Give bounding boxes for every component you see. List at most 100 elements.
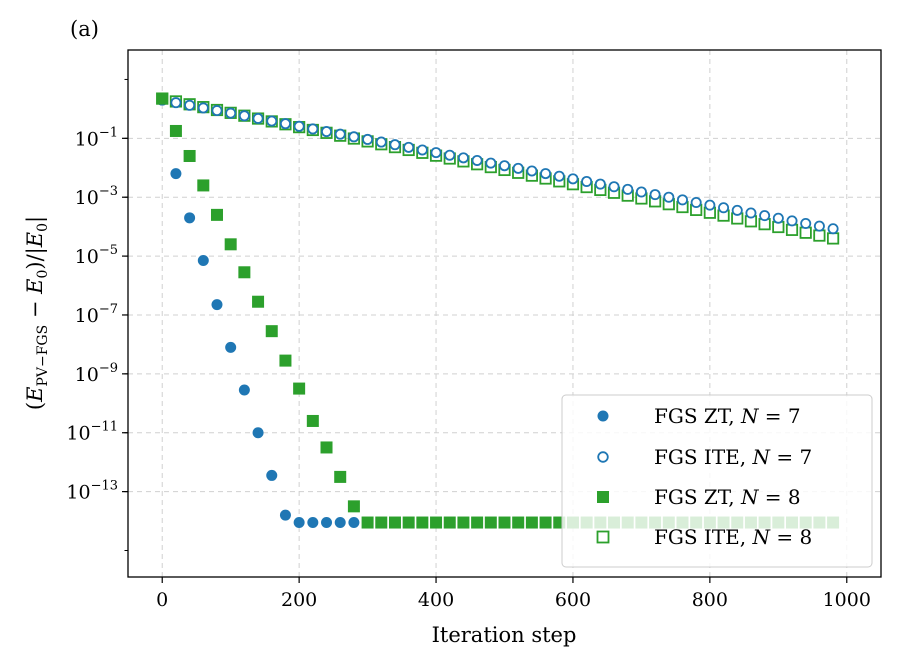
data-point [293, 517, 305, 529]
data-point [403, 141, 415, 153]
data-point [334, 128, 346, 140]
data-point [512, 516, 525, 529]
data-point [581, 175, 593, 187]
data-point [197, 179, 210, 192]
data-point [704, 199, 716, 211]
data-point [225, 341, 237, 353]
data-point [307, 123, 319, 135]
data-point [334, 470, 347, 483]
data-point [347, 500, 360, 513]
data-point [266, 469, 278, 481]
x-tick-label: 800 [692, 589, 728, 611]
data-point [813, 220, 825, 232]
data-point [622, 183, 634, 195]
data-point [553, 170, 565, 182]
y-tick-label: 10−7 [75, 302, 118, 327]
y-tick-label: 10−1 [75, 125, 118, 150]
data-point [320, 441, 333, 454]
data-point [197, 102, 209, 114]
y-tick-label: 10−5 [75, 243, 118, 268]
data-point [183, 149, 196, 162]
y-tick-label: 10−13 [66, 479, 118, 504]
data-point [471, 516, 484, 529]
data-point [197, 255, 209, 267]
data-point [306, 414, 319, 427]
data-point [526, 165, 538, 177]
data-point [799, 226, 812, 239]
x-tick-label: 1000 [823, 589, 871, 611]
legend-marker-ite-n8 [596, 530, 610, 544]
data-point [388, 516, 401, 529]
data-point [225, 107, 237, 119]
panel-label: (a) [70, 17, 99, 41]
grid-lines [128, 50, 881, 577]
data-point [813, 229, 826, 242]
data-point [293, 120, 305, 132]
data-point [485, 157, 497, 169]
data-point [211, 299, 223, 311]
data-point [484, 516, 497, 529]
data-point [718, 202, 730, 214]
data-point [156, 92, 169, 105]
data-point [443, 516, 456, 529]
data-point [170, 97, 182, 109]
data-point [265, 325, 278, 338]
data-point [252, 295, 265, 308]
data-point [430, 516, 443, 529]
y-axis-label: (EPV−FGS − E0)/|E0| [23, 216, 51, 410]
data-point [786, 215, 798, 227]
y-tick-label: 10−9 [75, 361, 118, 386]
data-point [416, 144, 428, 156]
data-point [362, 133, 374, 145]
data-point [184, 212, 196, 224]
legend-label-ite-n8: FGS ITE, N = 8 [654, 525, 812, 549]
data-point [279, 509, 291, 521]
axis-ticks: 0 200 400 600 800 1000 10−1 10−3 10−5 10−7 10−9 10−… [66, 78, 871, 611]
data-point [745, 207, 757, 219]
data-point [690, 196, 702, 208]
data-point [635, 186, 647, 198]
data-point [238, 266, 251, 279]
y-tick-label: 10−11 [66, 420, 118, 445]
data-point [307, 517, 319, 529]
data-point [772, 212, 784, 224]
data-point [266, 115, 278, 127]
data-point [279, 118, 291, 130]
data-point [375, 136, 387, 148]
data-point [759, 210, 771, 222]
data-point [402, 516, 415, 529]
data-point [238, 384, 250, 396]
data-point [389, 139, 401, 151]
x-tick-label: 600 [555, 589, 591, 611]
data-point [663, 191, 675, 203]
data-point [827, 223, 839, 235]
data-point [252, 427, 264, 439]
data-point [826, 232, 840, 245]
data-point [211, 105, 223, 117]
legend: FGS ZT, N = 7 FGS ITE, N = 7 FGS ZT, N =… [561, 394, 873, 568]
data-point [457, 516, 470, 529]
data-point [567, 173, 579, 185]
data-point [498, 516, 511, 529]
y-tick-label: 10−3 [75, 184, 118, 209]
legend-label-zt-n8: FGS ZT, N = 8 [654, 485, 801, 509]
x-tick-label: 200 [281, 589, 317, 611]
data-point [649, 189, 661, 201]
x-tick-label: 400 [418, 589, 454, 611]
series-1 [156, 94, 839, 235]
data-point [416, 516, 429, 529]
legend-marker-ite-n7 [597, 451, 609, 463]
data-point [525, 516, 538, 529]
data-point [321, 126, 333, 138]
legend-label-ite-n7: FGS ITE, N = 7 [654, 445, 812, 469]
legend-marker-zt-n8 [597, 491, 609, 503]
data-point [224, 238, 237, 251]
x-axis-label: Iteration step [432, 623, 577, 647]
data-point [334, 517, 346, 529]
data-point [184, 99, 196, 111]
legend-box [561, 394, 873, 568]
data-point [471, 154, 483, 166]
data-point [594, 178, 606, 190]
data-point [608, 181, 620, 193]
data-point [512, 162, 524, 174]
